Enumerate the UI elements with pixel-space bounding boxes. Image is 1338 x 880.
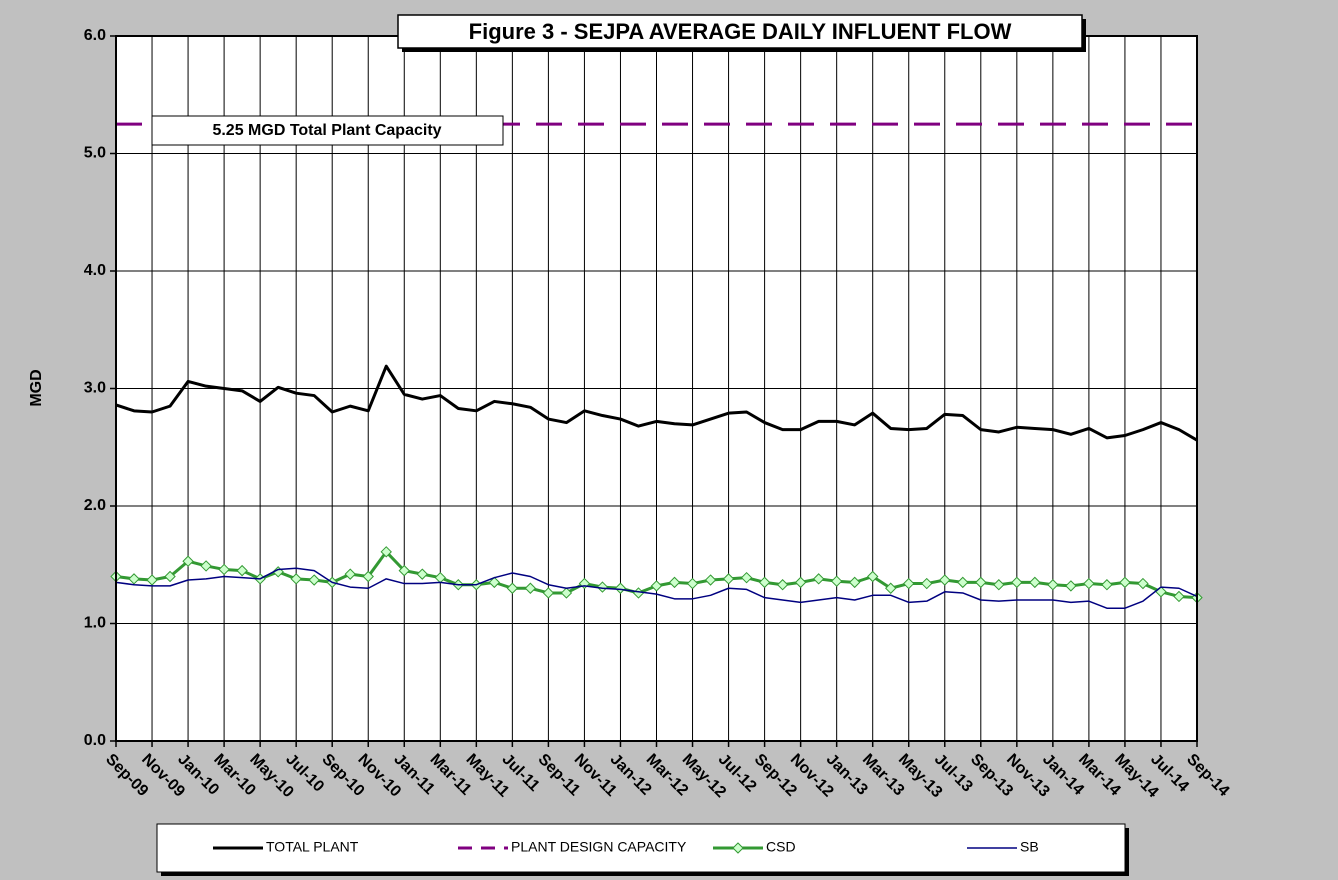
legend-marker	[732, 842, 744, 854]
series-line	[115, 364, 1198, 442]
data-point	[866, 570, 879, 583]
y-tick-label: 3.0	[84, 380, 106, 397]
data-point	[975, 576, 987, 589]
data-point	[596, 581, 609, 593]
data-point	[794, 576, 807, 589]
data-point	[128, 573, 140, 585]
data-point	[957, 576, 969, 589]
grid	[110, 35, 1198, 747]
data-point	[903, 577, 915, 590]
data-point	[939, 574, 951, 586]
data-point	[362, 570, 374, 583]
data-point	[650, 580, 663, 592]
legend-box	[156, 823, 1126, 873]
data-point	[290, 573, 302, 585]
data-point	[812, 573, 825, 585]
data-point	[1119, 576, 1131, 589]
y-tick-label: 6.0	[84, 27, 106, 44]
legend-label: CSD	[766, 839, 796, 855]
annotation-box	[151, 115, 504, 146]
y-tick-label: 4.0	[84, 262, 106, 279]
data-point	[1173, 590, 1185, 603]
data-point	[146, 574, 158, 586]
data-point	[380, 546, 392, 558]
data-point	[614, 582, 627, 594]
data-point	[236, 564, 248, 577]
legend-label: TOTAL PLANT	[266, 839, 359, 855]
data-point	[1137, 577, 1149, 590]
legend-label: SB	[1020, 839, 1039, 855]
data-point	[542, 587, 555, 599]
y-tick-label: 5.0	[84, 145, 106, 162]
data-point	[668, 576, 681, 589]
data-point	[686, 577, 699, 590]
data-point	[704, 574, 717, 586]
data-point	[1047, 579, 1059, 591]
y-axis-label: MGD	[28, 369, 45, 406]
data-point	[200, 560, 212, 572]
data-point	[344, 568, 356, 580]
data-point	[1083, 577, 1095, 590]
y-tick-label: 0.0	[84, 732, 106, 749]
data-point	[1101, 579, 1113, 591]
data-point	[758, 576, 771, 589]
title-box	[397, 14, 1083, 49]
annotation: 5.25 MGD Total Plant Capacity	[212, 122, 441, 139]
data-point	[398, 564, 410, 577]
data-point	[1011, 576, 1023, 589]
data-point	[993, 579, 1005, 591]
data-point	[560, 587, 573, 599]
data-point	[164, 570, 176, 583]
data-point	[416, 568, 428, 580]
data-point	[776, 579, 789, 591]
data-point	[218, 563, 230, 576]
legend-label: PLANT DESIGN CAPACITY	[511, 839, 687, 855]
data-point	[1065, 580, 1077, 592]
data-point	[524, 582, 537, 594]
data-point	[506, 582, 519, 594]
data-point	[830, 575, 843, 587]
data-point	[848, 576, 861, 589]
data-point	[308, 574, 320, 586]
y-tick-label: 1.0	[84, 615, 106, 632]
data-point	[488, 576, 501, 589]
data-point	[722, 573, 735, 585]
y-tick-label: 2.0	[84, 497, 106, 514]
data-point	[740, 571, 753, 584]
legend: TOTAL PLANT PLANT DESIGN CAPACITY CSD SB	[213, 839, 1039, 855]
data-point	[885, 582, 897, 594]
chart-title: Figure 3 - SEJPA AVERAGE DAILY INFLUENT …	[469, 19, 1012, 44]
data-point	[921, 577, 933, 590]
data-point	[182, 555, 194, 567]
series-line	[115, 567, 1198, 609]
data-point	[1029, 576, 1041, 589]
